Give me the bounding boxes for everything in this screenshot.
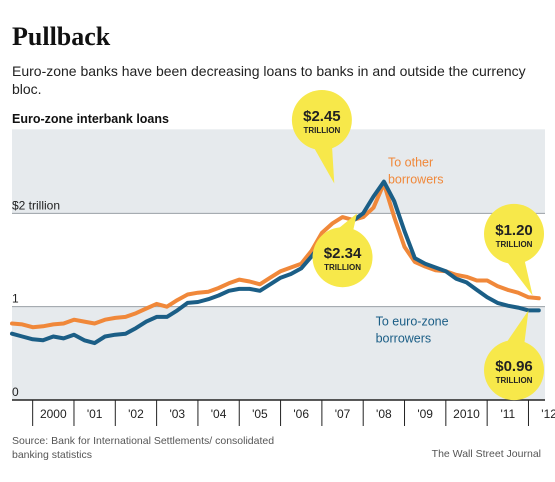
y-tick-label-0: $2 trillion (12, 198, 60, 212)
publisher-credit: The Wall Street Journal (431, 448, 541, 460)
callout-pointer-0 (311, 144, 335, 184)
series-label-eurozone: To euro-zone borrowers (376, 314, 449, 345)
callout-circle-2 (484, 203, 545, 264)
callout-pointer-3 (504, 310, 529, 347)
callout-value-3: $0.96 (495, 358, 533, 375)
callout-circle-3 (484, 340, 545, 401)
band-upper (12, 129, 545, 214)
callout-unit-0: TRILLION (303, 126, 340, 135)
callout-value-1: $2.34 (324, 245, 362, 262)
callout-pointer-2 (504, 257, 533, 296)
chart-subtitle: Euro-zone banks have been decreasing loa… (12, 63, 526, 97)
callout-value-2: $1.20 (495, 222, 533, 239)
x-tick-label-12: '12 (541, 407, 555, 421)
chart-title: Pullback (12, 22, 111, 51)
x-tick-label-2: '02 (128, 407, 144, 421)
callout-circle-1 (312, 227, 373, 288)
callout-unit-3: TRILLION (496, 376, 533, 385)
callout-value-0: $2.45 (303, 108, 341, 125)
x-tick-label-11: '11 (500, 407, 515, 421)
x-tick-label-10: 2010 (453, 407, 480, 421)
y-tick-label-1: 1 (12, 292, 19, 306)
callout-unit-2: TRILLION (496, 240, 533, 249)
x-tick-label-0: 2000 (40, 407, 67, 421)
x-tick-label-4: '04 (211, 407, 227, 421)
series-label-other: To other borrowers (388, 156, 444, 187)
source-note: Source: Bank for International Settlemen… (12, 435, 275, 461)
x-tick-label-1: '01 (87, 407, 103, 421)
series-line-eurozone (10, 179, 541, 346)
callout-circle-0 (291, 90, 352, 150)
chart-data-title: Euro-zone interbank loans (12, 112, 169, 126)
x-tick-label-6: '06 (293, 407, 309, 421)
y-tick-label-2: 0 (12, 385, 19, 399)
band-lower (12, 306, 545, 400)
x-tick-label-9: '09 (417, 407, 433, 421)
x-tick-label-3: '03 (169, 407, 185, 421)
x-tick-label-8: '08 (376, 407, 392, 421)
x-tick-label-7: '07 (335, 407, 351, 421)
x-tick-label-5: '05 (252, 407, 268, 421)
callout-unit-1: TRILLION (324, 263, 361, 272)
